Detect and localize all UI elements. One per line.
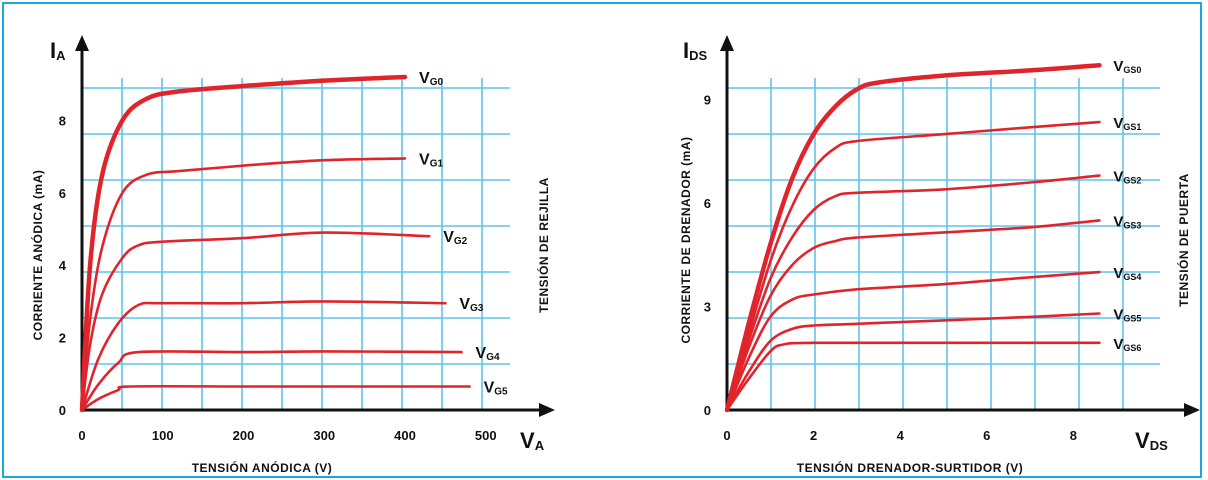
y-tick-label: 0: [704, 403, 711, 418]
series-curve-VG1: [80, 157, 407, 412]
series-curve-VGS6: [725, 341, 1101, 412]
y-tick-label: 4: [59, 258, 67, 273]
series-curve-VGS1: [725, 120, 1101, 412]
series-label-VG2: VG2: [443, 229, 467, 247]
x-tick-label: 300: [313, 428, 335, 443]
x-axis-symbol: VA: [520, 428, 545, 453]
x-tick-label: 4: [897, 428, 905, 443]
series-label-VG0: VG0: [419, 70, 443, 88]
series-label-VGS3: VGS3: [1113, 213, 1141, 230]
y-tick-label: 9: [704, 93, 711, 108]
y-tick-label: 3: [704, 300, 711, 315]
series-label-VG3: VG3: [459, 296, 483, 314]
series-label-VGS6: VGS6: [1113, 336, 1141, 353]
x-tick-label: 0: [723, 428, 730, 443]
side-label: TENSIÓN DE PUERTA: [1176, 173, 1191, 307]
x-axis-arrow: [539, 403, 555, 417]
series-label-VG4: VG4: [476, 345, 500, 363]
x-tick-label: 100: [152, 428, 174, 443]
y-axis-symbol: IA: [50, 38, 66, 63]
side-label: TENSIÓN DE REJILLA: [536, 177, 551, 313]
y-axis-symbol: IDS: [683, 38, 708, 63]
y-tick-label: 6: [59, 186, 66, 201]
series-curve-VGS2: [725, 174, 1101, 412]
x-tick-label: 6: [983, 428, 990, 443]
x-axis-symbol: VDS: [1135, 428, 1168, 453]
chart-panel-1: 0 100 200 300 400 500 0 2 4 6 8 VA IA TENSIÓN ANÓDICA…: [30, 35, 555, 475]
series-curve-VG5: [80, 384, 471, 412]
series-label-VGS0: VGS0: [1113, 58, 1141, 75]
x-tick-label: 400: [394, 428, 416, 443]
x-tick-label: 0: [78, 428, 85, 443]
chart-panel-2: 0 2 4 6 8 0 3 6 9 VDS IDS TENSIÓN DRENADOR-SURTIDOR…: [679, 35, 1200, 475]
series-curve-VG0: [79, 74, 408, 413]
series-label-VG1: VG1: [419, 151, 443, 169]
y-tick-label: 0: [59, 403, 66, 418]
x-tick-label: 500: [475, 428, 497, 443]
x-axis-arrow: [1184, 403, 1200, 417]
y-tick-label: 2: [59, 331, 66, 346]
series-curve-VGS5: [725, 312, 1101, 412]
x-tick-label: 200: [233, 428, 255, 443]
series-curve-VGS3: [725, 219, 1101, 412]
series-label-VG5: VG5: [484, 379, 508, 397]
series-label-VGS5: VGS5: [1113, 306, 1141, 323]
series-curve-VG2: [80, 231, 431, 412]
x-axis-label: TENSIÓN DRENADOR-SURTIDOR (V): [797, 460, 1024, 475]
series-label-VGS2: VGS2: [1113, 169, 1141, 186]
x-axis-label: TENSIÓN ANÓDICA (V): [192, 460, 333, 475]
series-curve-VGS4: [725, 270, 1101, 412]
x-tick-label: 2: [810, 428, 817, 443]
y-axis-arrow: [720, 35, 734, 51]
series-label-VGS1: VGS1: [1113, 115, 1141, 132]
series-curve-VGS0: [724, 62, 1102, 413]
y-tick-label: 8: [59, 113, 66, 128]
y-axis-label: CORRIENTE ANÓDICA (mA): [30, 170, 45, 341]
series-label-VGS4: VGS4: [1113, 265, 1141, 282]
y-tick-label: 6: [704, 196, 711, 211]
series-curve-VG4: [80, 350, 463, 412]
y-axis-label: CORRIENTE DE DRENADOR (mA): [679, 136, 693, 343]
x-tick-label: 8: [1070, 428, 1077, 443]
series-curve-VG3: [80, 300, 447, 412]
y-axis-arrow: [75, 35, 89, 51]
